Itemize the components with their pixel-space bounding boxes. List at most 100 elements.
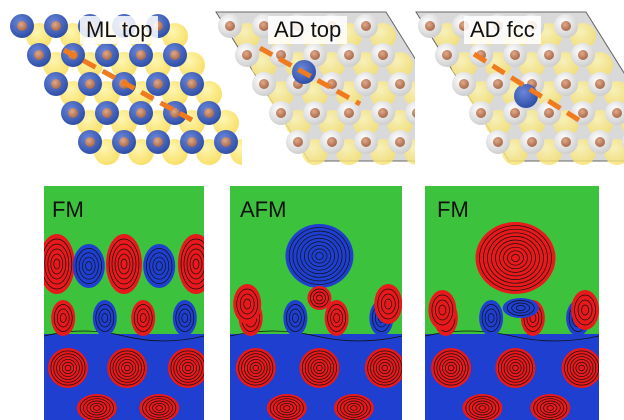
contour-line bbox=[468, 398, 497, 418]
contour-line bbox=[118, 359, 137, 377]
contour-line bbox=[439, 356, 463, 380]
contour-line bbox=[433, 350, 469, 386]
contour-line bbox=[333, 313, 340, 323]
spin-down-lobe bbox=[72, 244, 105, 288]
contour-line bbox=[121, 361, 134, 375]
metal-atom bbox=[510, 108, 520, 118]
contour-line bbox=[189, 253, 203, 275]
metal-atom bbox=[344, 108, 354, 118]
contour-line bbox=[93, 405, 101, 411]
contour-line bbox=[546, 405, 554, 411]
contour-line bbox=[497, 350, 533, 386]
spin-up-lobe bbox=[530, 394, 571, 420]
contour-line bbox=[479, 225, 552, 291]
contour-line bbox=[436, 353, 466, 383]
contour-line bbox=[500, 353, 531, 383]
contour-line bbox=[310, 288, 329, 308]
map-label: AFM bbox=[240, 197, 287, 222]
contour-line bbox=[276, 400, 298, 416]
structure-label: ML top bbox=[80, 16, 159, 44]
metal-atom bbox=[259, 21, 269, 31]
contour-line bbox=[313, 291, 326, 305]
contour-line bbox=[89, 402, 104, 414]
contour-line bbox=[315, 252, 324, 260]
metal-atom bbox=[412, 108, 415, 118]
metal-atom bbox=[493, 137, 503, 147]
contour-line bbox=[123, 364, 131, 372]
metal-atom bbox=[395, 79, 405, 89]
contour-line bbox=[145, 398, 173, 418]
contour-line bbox=[176, 356, 200, 380]
spin-up-lobe bbox=[333, 394, 374, 420]
contour-line bbox=[239, 293, 255, 315]
contour-line bbox=[478, 405, 487, 411]
contour-line bbox=[577, 299, 593, 321]
structure-label: AD fcc bbox=[464, 16, 541, 44]
metal-atom bbox=[395, 137, 405, 147]
metal-atom bbox=[119, 137, 129, 147]
contour-line bbox=[495, 239, 536, 277]
metal-atom bbox=[225, 21, 235, 31]
spin-up-lobe bbox=[168, 348, 204, 388]
spin-down-lobe bbox=[92, 300, 117, 336]
metal-atom bbox=[459, 79, 469, 89]
contour-line bbox=[578, 364, 585, 372]
contour-line bbox=[311, 248, 328, 264]
metal-atom bbox=[544, 108, 554, 118]
contour-line bbox=[289, 308, 302, 328]
contour-line bbox=[487, 313, 495, 323]
contour-line bbox=[472, 400, 493, 416]
contour-line bbox=[279, 402, 294, 414]
contour-line bbox=[170, 350, 204, 386]
contour-line bbox=[511, 254, 520, 262]
contour-line bbox=[307, 356, 332, 380]
substrate-atom bbox=[405, 101, 415, 125]
contour-line bbox=[184, 364, 192, 372]
contour-line bbox=[252, 364, 260, 372]
contour-line bbox=[375, 359, 394, 377]
contour-line bbox=[301, 350, 337, 386]
contour-line bbox=[442, 359, 461, 377]
contour-line bbox=[75, 248, 102, 284]
contour-line bbox=[85, 261, 93, 271]
structure-view-ad-fcc bbox=[415, 11, 624, 165]
contour-line bbox=[384, 298, 393, 310]
contour-line bbox=[438, 304, 447, 316]
contour-line bbox=[340, 398, 368, 418]
spin-up-lobe bbox=[571, 290, 599, 330]
contour-line bbox=[244, 356, 268, 380]
metal-atom bbox=[51, 79, 61, 89]
cobalt-adatom bbox=[514, 84, 538, 108]
contour-line bbox=[330, 308, 343, 328]
contour-line bbox=[445, 361, 458, 375]
contour-line bbox=[316, 294, 323, 302]
contour-line bbox=[64, 364, 72, 372]
contour-line bbox=[566, 353, 597, 383]
spin-density-map-fm-2: FM bbox=[425, 186, 599, 420]
metal-atom bbox=[153, 79, 163, 89]
spin-down-lobe bbox=[285, 224, 354, 288]
metal-atom bbox=[361, 137, 371, 147]
contour-line bbox=[346, 402, 361, 414]
contour-line bbox=[179, 359, 197, 377]
metal-atom bbox=[476, 108, 486, 118]
contour-line bbox=[146, 248, 173, 284]
contour-line bbox=[539, 400, 561, 416]
contour-line bbox=[115, 356, 139, 380]
contour-line bbox=[304, 353, 335, 383]
metal-atom bbox=[442, 50, 452, 60]
contour-line bbox=[509, 361, 522, 375]
contour-line bbox=[181, 313, 189, 323]
contour-line bbox=[44, 243, 70, 285]
contour-line bbox=[120, 258, 128, 270]
contour-map bbox=[425, 186, 599, 420]
cut-line bbox=[258, 45, 362, 107]
contour-line bbox=[300, 237, 339, 275]
cut-line bbox=[62, 47, 194, 123]
metal-atom bbox=[378, 50, 388, 60]
metal-atom bbox=[561, 79, 571, 89]
metal-atom bbox=[327, 137, 337, 147]
contour-line bbox=[53, 304, 73, 332]
contour-line bbox=[506, 300, 535, 316]
contour-line bbox=[543, 402, 558, 414]
